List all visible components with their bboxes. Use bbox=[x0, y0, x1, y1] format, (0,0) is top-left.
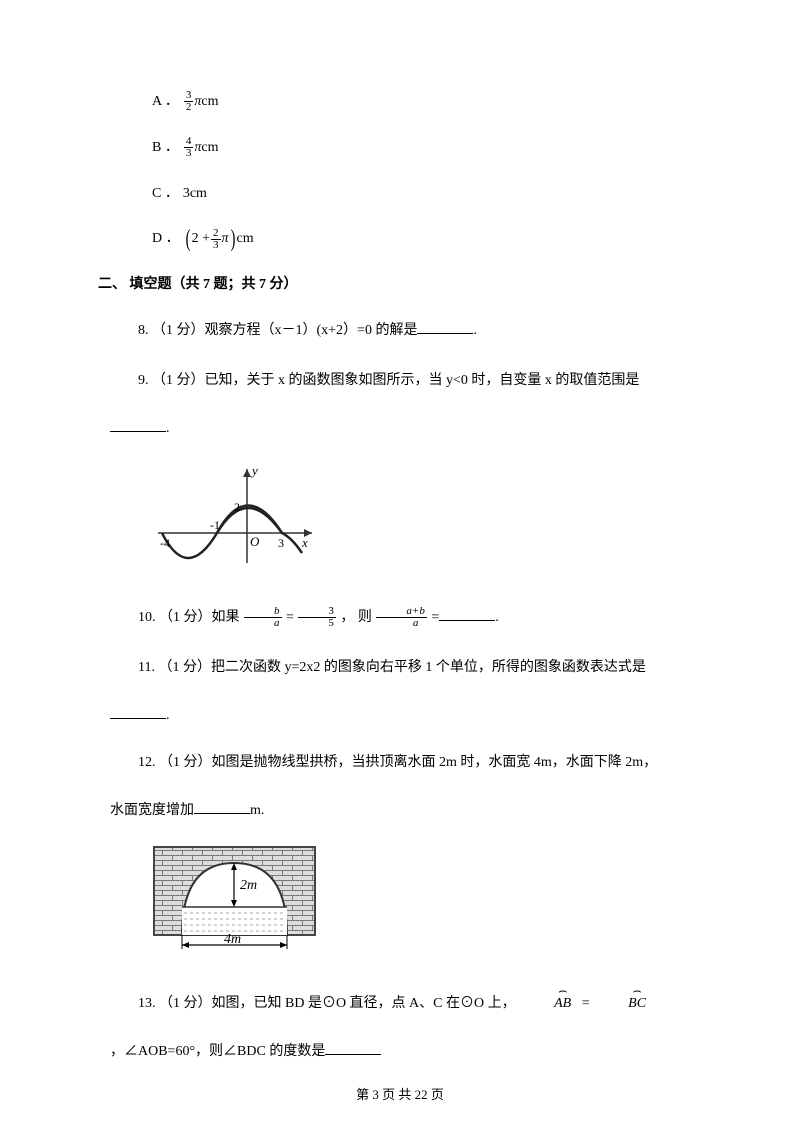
option-c: C ． 3cm bbox=[152, 182, 710, 206]
q10-frac1: ba bbox=[244, 606, 282, 629]
q9-points: （1 分） bbox=[152, 373, 205, 388]
q12-cont: 水面宽度增加 m. bbox=[110, 799, 690, 823]
q10-text-a: 如果 bbox=[212, 610, 244, 625]
q11-text-a: 把二次函数 y=2x2 的图象向右平移 1 个单位，所得的图象函数表达式是 bbox=[211, 660, 646, 675]
q12-text-c: m. bbox=[250, 803, 264, 818]
tick-o: O bbox=[250, 534, 260, 549]
q13-num: 13. bbox=[138, 996, 159, 1011]
label-2m: 2m bbox=[240, 878, 257, 893]
question-13: 13. （1 分）如图，已知 BD 是⊙O 直径，点 A、C 在⊙O 上， AB… bbox=[110, 986, 690, 1018]
label-4m: 4m bbox=[224, 932, 241, 947]
y-label: y bbox=[250, 463, 258, 478]
tick-2: 2 bbox=[234, 500, 240, 514]
q11-blank[interactable] bbox=[110, 706, 166, 719]
bridge-svg: 2m 4m bbox=[152, 845, 317, 955]
option-c-label: C ． bbox=[152, 182, 179, 206]
option-c-text: 3cm bbox=[183, 182, 207, 206]
option-d: D ． ( 2 + 2 3 π ) cm bbox=[152, 227, 710, 251]
q13-eq: = bbox=[578, 996, 593, 1011]
d-prefix: 2 + bbox=[192, 227, 210, 251]
arc-ab: AB bbox=[526, 986, 571, 1018]
q9-blank[interactable] bbox=[110, 419, 166, 432]
q13-points: （1 分） bbox=[159, 996, 212, 1011]
unit-b: cm bbox=[201, 136, 218, 160]
q12-text-a: 如图是抛物线型拱桥，当拱顶离水面 2m 时，水面宽 4m，水面下降 2m， bbox=[212, 755, 658, 770]
fraction-b: 4 3 bbox=[184, 136, 194, 159]
bridge-figure: 2m 4m bbox=[152, 845, 710, 964]
q10-text-b: ， 则 bbox=[337, 610, 376, 625]
graph-figure: y x -4 -1 O 2 3 bbox=[152, 463, 710, 582]
question-8: 8. （1 分）观察方程（x－1）(x+2）=0 的解是. bbox=[110, 317, 690, 345]
q10-blank[interactable] bbox=[439, 608, 495, 621]
graph-svg: y x -4 -1 O 2 3 bbox=[152, 463, 322, 573]
q10-points: （1 分） bbox=[159, 610, 212, 625]
q8-num: 8. bbox=[138, 323, 152, 338]
tick-neg4: -4 bbox=[160, 536, 170, 550]
fraction-d: 2 3 bbox=[211, 228, 221, 251]
q9-cont: . bbox=[110, 417, 690, 441]
option-a-label: A ． bbox=[152, 90, 179, 114]
fraction-a: 3 2 bbox=[184, 90, 194, 113]
option-b-label: B ． bbox=[152, 136, 179, 160]
page-body: A ． 3 2 π cm B ． 4 3 π cm C ． 3cm D ． ( … bbox=[0, 0, 800, 1126]
question-10: 10. （1 分）如果 ba = 35 ， 则 a+ba =. bbox=[110, 604, 690, 632]
unit-a: cm bbox=[201, 90, 218, 114]
q12-num: 12. bbox=[138, 755, 159, 770]
q10-frac2: 35 bbox=[298, 606, 336, 629]
q11-points: （1 分） bbox=[158, 660, 211, 675]
curve-2 bbox=[217, 505, 282, 533]
question-11: 11. （1 分）把二次函数 y=2x2 的图象向右平移 1 个单位，所得的图象… bbox=[110, 654, 690, 682]
question-9: 9. （1 分）已知，关于 x 的函数图象如图所示，当 y<0 时，自变量 x … bbox=[110, 367, 690, 395]
q10-text-c: = bbox=[428, 610, 439, 625]
q8-points: （1 分） bbox=[152, 323, 205, 338]
option-d-expr: ( 2 + 2 3 π ) bbox=[184, 227, 237, 251]
q12-points: （1 分） bbox=[159, 755, 212, 770]
q10-num: 10. bbox=[138, 610, 159, 625]
q13-text-b: ，∠AOB=60°，则∠BDC 的度数是 bbox=[110, 1044, 325, 1059]
page-footer: 第 3 页 共 22 页 bbox=[0, 1084, 800, 1106]
q10-text-d: . bbox=[495, 610, 499, 625]
q9-text: 已知，关于 x 的函数图象如图所示，当 y<0 时，自变量 x 的取值范围是 bbox=[205, 373, 640, 388]
arc-bc: BC bbox=[600, 986, 646, 1018]
x-label: x bbox=[301, 535, 308, 550]
q13-blank[interactable] bbox=[325, 1042, 381, 1055]
q8-blank[interactable] bbox=[417, 321, 473, 334]
q11-text-b: . bbox=[166, 708, 170, 723]
q12-text-b: 水面宽度增加 bbox=[110, 803, 194, 818]
h-arrow-right bbox=[280, 942, 287, 948]
q12-blank[interactable] bbox=[194, 802, 250, 815]
option-b: B ． 4 3 π cm bbox=[152, 136, 710, 160]
unit-d: cm bbox=[237, 227, 254, 251]
q13-cont: ，∠AOB=60°，则∠BDC 的度数是 bbox=[110, 1040, 690, 1064]
q11-cont: . bbox=[110, 704, 690, 728]
question-12: 12. （1 分）如图是抛物线型拱桥，当拱顶离水面 2m 时，水面宽 4m，水面… bbox=[110, 749, 690, 777]
y-arrow bbox=[243, 469, 251, 477]
option-a: A ． 3 2 π cm bbox=[152, 90, 710, 114]
q8-text-b: . bbox=[473, 323, 477, 338]
pi-a: π bbox=[194, 90, 201, 114]
q11-num: 11. bbox=[138, 660, 158, 675]
q9-num: 9. bbox=[138, 373, 152, 388]
q10-eq: = bbox=[283, 610, 298, 625]
q10-frac3: a+ba bbox=[376, 606, 426, 629]
pi-b: π bbox=[194, 136, 201, 160]
q9-text-b: . bbox=[166, 421, 170, 436]
left-paren: ( bbox=[185, 230, 190, 249]
pi-d: π bbox=[222, 227, 229, 251]
option-d-label: D ． bbox=[152, 227, 180, 251]
tick-3: 3 bbox=[278, 536, 284, 550]
tick-neg1: -1 bbox=[210, 518, 220, 532]
right-paren: ) bbox=[230, 230, 235, 249]
h-arrow-left bbox=[182, 942, 189, 948]
q13-text-a: 如图，已知 BD 是⊙O 直径，点 A、C 在⊙O 上， bbox=[212, 996, 520, 1011]
q8-text: 观察方程（x－1）(x+2）=0 的解是 bbox=[205, 323, 418, 338]
section-title: 二、 填空题（共 7 题；共 7 分） bbox=[98, 273, 710, 297]
